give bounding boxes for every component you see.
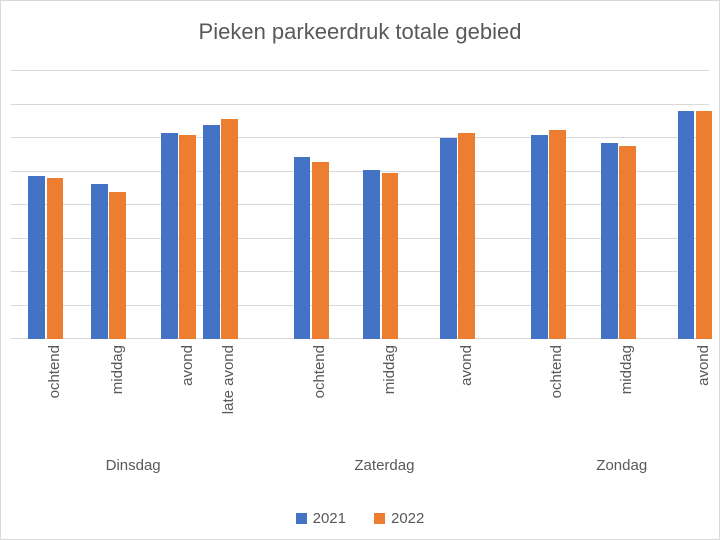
bar [678,111,695,339]
x-axis-labels: ochtend middag avond late avond ochtend midda… [11,345,709,455]
bar [312,162,329,339]
bar [294,157,311,339]
bar-group [203,71,238,339]
bar [47,178,64,339]
bar [601,143,618,339]
x-axis-label: avond [458,345,475,386]
bar-group [91,71,126,339]
x-axis-label: middag [381,345,398,394]
chart-frame: Pieken parkeerdruk totale gebied ochtend… [0,0,720,540]
plot-area [11,71,709,339]
bar-group [678,71,713,339]
x-axis-label: avond [695,345,712,386]
legend-label: 2021 [313,510,346,527]
bar [458,133,475,339]
legend-item: 2022 [374,510,424,527]
bar [179,135,196,339]
bar-group [28,71,63,339]
bar-group [161,71,196,339]
x-axis-label: avond [179,345,196,386]
bar [382,173,399,339]
legend: 2021 2022 [1,510,719,527]
bar [109,192,126,339]
day-label: Dinsdag [46,457,221,474]
bars-layer [11,71,709,339]
legend-swatch [374,513,385,524]
bar-group [601,71,636,339]
legend-item: 2021 [296,510,346,527]
legend-label: 2022 [391,510,424,527]
bar [28,176,45,339]
bar [221,119,238,339]
bar [549,130,566,339]
bar-group [294,71,329,339]
bar [203,125,220,339]
chart-title: Pieken parkeerdruk totale gebied [1,19,719,45]
bar [91,184,108,339]
bar-group [363,71,398,339]
legend-swatch [296,513,307,524]
x-axis-label: late avond [220,345,237,414]
bar [531,135,548,339]
day-label: Zaterdag [311,457,458,474]
day-label: Zondag [548,457,695,474]
x-axis-label: ochtend [46,345,63,398]
bar-group [440,71,475,339]
bar [619,146,636,339]
bar [161,133,178,339]
plot: ochtend middag avond late avond ochtend midda… [11,71,709,489]
bar [696,111,713,339]
x-axis-label: ochtend [548,345,565,398]
bar [440,138,457,339]
x-axis-label: middag [618,345,635,394]
day-group-labels: Dinsdag Zaterdag Zondag [11,457,709,483]
bar [363,170,380,339]
bar-group [531,71,566,339]
x-axis-label: ochtend [311,345,328,398]
x-axis-label: middag [109,345,126,394]
